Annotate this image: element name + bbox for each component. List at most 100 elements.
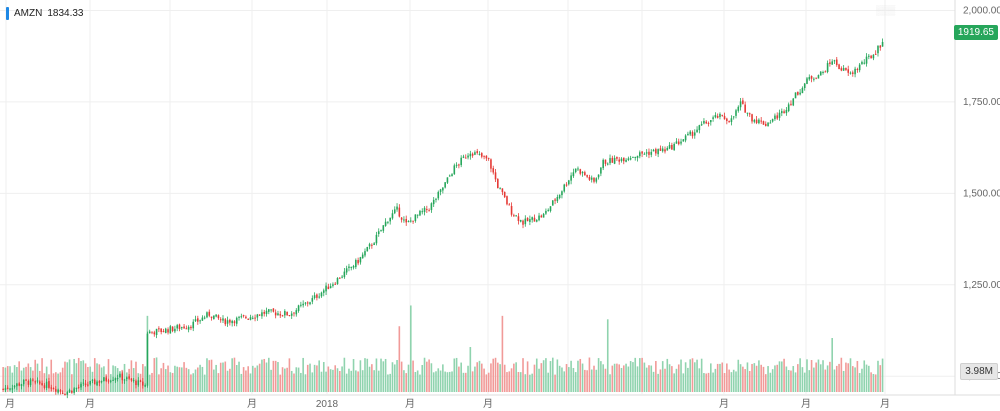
volume-bar xyxy=(455,357,458,392)
candle-body xyxy=(742,100,744,104)
candle-body xyxy=(295,310,298,315)
volume-bar xyxy=(762,366,765,392)
volume-bar xyxy=(387,374,389,392)
symbol-legend[interactable]: AMZN 1834.33 xyxy=(6,7,84,20)
candle-body xyxy=(206,312,208,318)
candle-body xyxy=(490,159,492,169)
candle-body xyxy=(366,247,369,252)
candle-body xyxy=(627,158,630,160)
candle-body xyxy=(52,387,55,390)
candle-body xyxy=(771,119,774,122)
candle-body xyxy=(414,214,417,222)
candle-body xyxy=(868,55,870,57)
volume-bar xyxy=(375,358,378,392)
candle-body xyxy=(423,207,426,213)
volume-bar xyxy=(584,369,586,392)
volume-bar xyxy=(693,362,696,392)
volume-bar xyxy=(4,367,7,392)
candle-body xyxy=(103,377,105,382)
volume-bar xyxy=(755,365,758,392)
volume-bar xyxy=(767,366,769,392)
volume-bar xyxy=(666,358,669,392)
candle-body xyxy=(639,152,641,157)
volume-bar xyxy=(151,372,153,392)
volume-bar xyxy=(783,358,785,392)
volume-bar xyxy=(199,364,201,392)
volume-bar xyxy=(96,363,98,392)
volume-bar xyxy=(366,358,369,392)
candle-body xyxy=(151,331,153,333)
candle-body xyxy=(380,229,382,231)
volume-bar xyxy=(462,372,465,392)
candle-body xyxy=(652,149,655,152)
volume-bar xyxy=(506,372,508,392)
candle-body xyxy=(89,381,91,385)
volume-bar xyxy=(281,367,284,392)
volume-bar xyxy=(799,358,801,392)
volume-bar xyxy=(492,358,495,392)
volume-bar xyxy=(201,366,204,392)
candle-body xyxy=(185,328,188,330)
candle-body xyxy=(91,379,94,381)
candle-body xyxy=(357,260,359,264)
legend-price: 1834.33 xyxy=(47,8,84,19)
candle-body xyxy=(428,210,430,212)
candle-body xyxy=(137,380,140,386)
candle-body xyxy=(320,292,323,297)
candle-body xyxy=(721,114,724,116)
candle-body xyxy=(588,176,591,180)
candle-body xyxy=(803,83,806,89)
candle-body xyxy=(6,387,9,389)
volume-bar xyxy=(593,365,595,392)
x-tick-label: 2018 xyxy=(316,399,339,410)
volume-bar xyxy=(446,372,449,392)
volume-bar xyxy=(414,371,417,392)
candle-body xyxy=(474,152,476,155)
volume-bar xyxy=(403,370,405,392)
candle-body xyxy=(817,75,820,79)
candle-body xyxy=(336,277,339,285)
volume-bar xyxy=(185,367,188,392)
candle-body xyxy=(604,159,607,164)
candle-body xyxy=(865,56,868,64)
volume-bar xyxy=(732,369,735,392)
candle-body xyxy=(9,388,11,390)
volume-bar xyxy=(247,366,249,392)
volume-bar xyxy=(764,374,767,392)
candle-body xyxy=(393,209,396,214)
candle-body xyxy=(840,68,843,71)
candle-body xyxy=(506,196,508,205)
x-tick-label: 月 xyxy=(247,398,257,410)
volume-bar xyxy=(396,360,398,392)
volume-bar xyxy=(277,362,279,392)
volume-bar xyxy=(197,367,199,392)
volume-bar xyxy=(810,360,813,392)
volume-bar xyxy=(144,366,146,392)
volume-bar xyxy=(190,374,192,392)
candle-body xyxy=(469,153,472,157)
candle-body xyxy=(201,317,204,321)
candle-body xyxy=(27,380,30,385)
candle-body xyxy=(4,388,7,391)
candle-body xyxy=(77,387,80,389)
candle-body xyxy=(121,373,124,381)
candle-body xyxy=(881,41,884,47)
candle-body xyxy=(776,115,779,119)
candle-body xyxy=(568,180,570,185)
volume-bar xyxy=(18,361,20,392)
candle-body xyxy=(284,311,286,316)
candle-body xyxy=(231,320,233,324)
candle-body xyxy=(677,141,680,145)
volume-bar xyxy=(352,359,355,392)
volume-bar xyxy=(538,368,540,392)
candle-body xyxy=(398,207,401,217)
volume-bar xyxy=(558,365,561,392)
candle-body xyxy=(510,205,513,215)
candle-body xyxy=(483,155,485,157)
volume-bar xyxy=(171,372,174,392)
volume-bar xyxy=(329,369,332,392)
candle-body xyxy=(691,132,694,137)
candle-body xyxy=(494,172,497,180)
volume-bar xyxy=(476,362,479,392)
